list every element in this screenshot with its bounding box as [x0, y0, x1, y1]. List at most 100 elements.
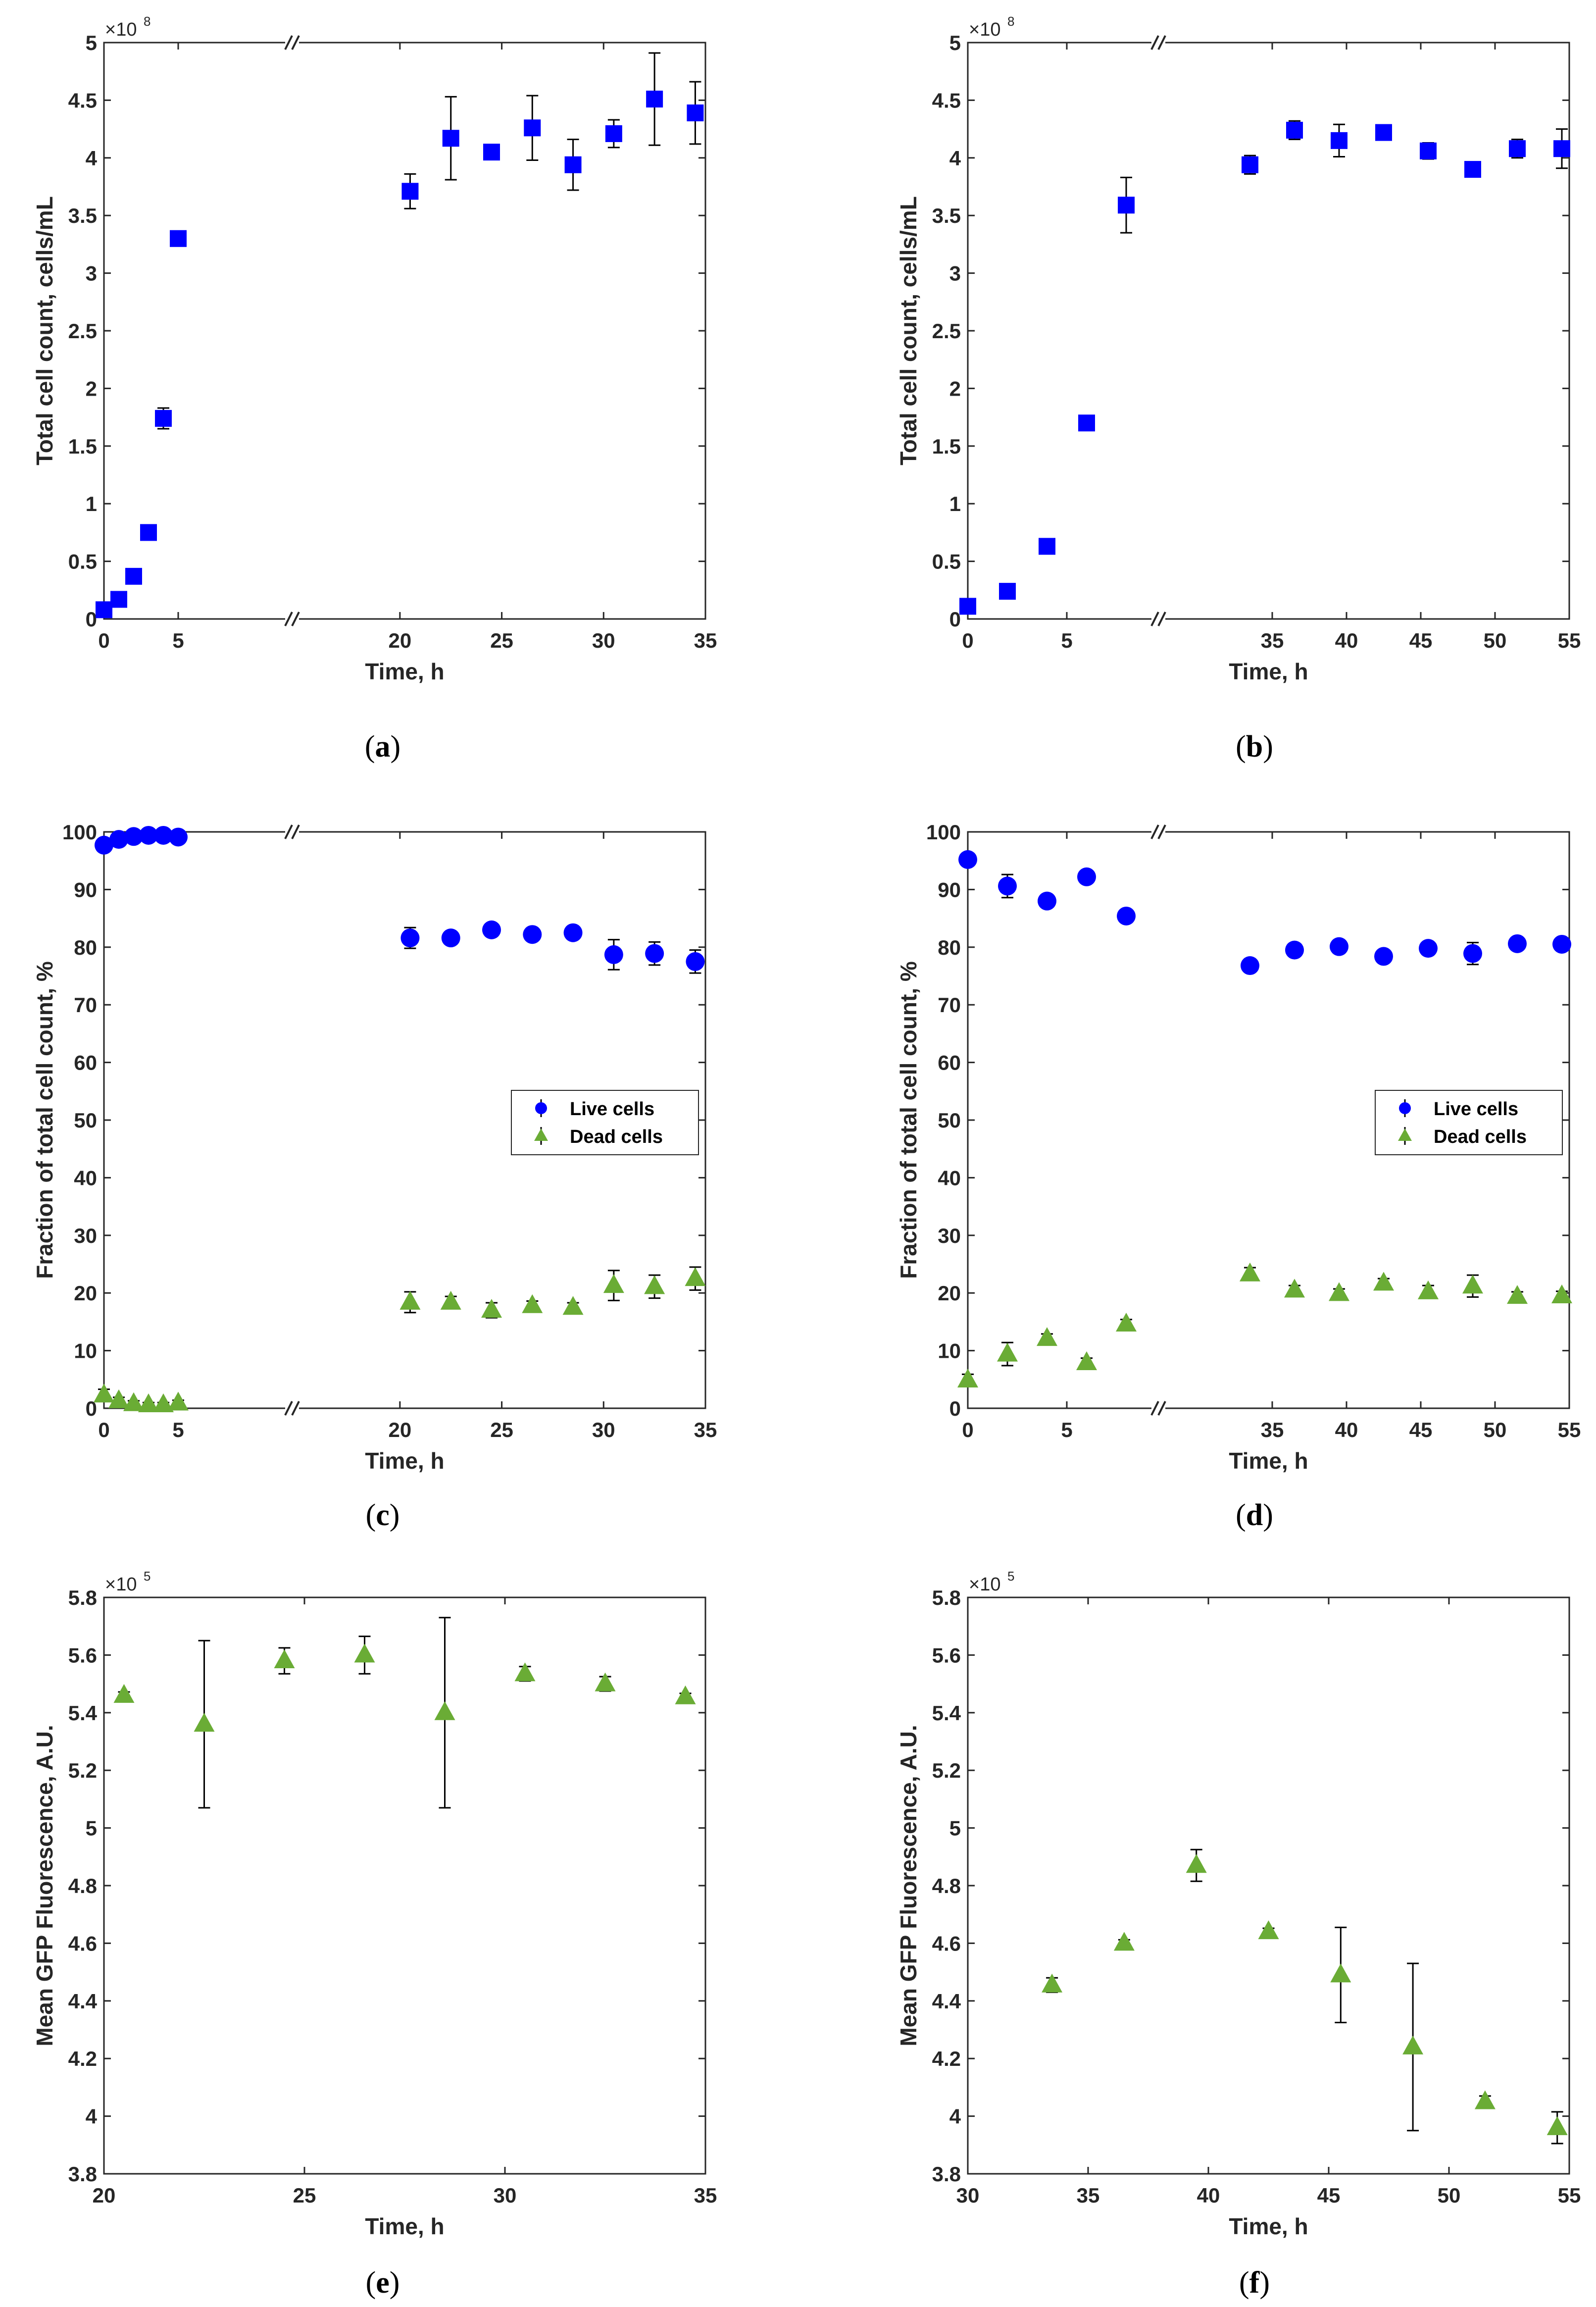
y-tick-label: 100: [926, 820, 961, 844]
data-point-triangle: [997, 1342, 1018, 1362]
plot-area: [967, 42, 1570, 620]
chart-panel-f: 3.8 4 4.2 4.4 4.6 4.8 5 5.2 5.4 5.6 5.8 30 35 40 45 50 5…: [896, 1569, 1581, 2300]
data-point-square: [1509, 140, 1526, 157]
y-exponent-power: 5: [1007, 1569, 1014, 1584]
y-tick-label: 5.4: [932, 1701, 961, 1725]
data-point-square: [110, 591, 127, 608]
legend-marker-triangle: [1398, 1128, 1412, 1141]
data-point-triangle: [1329, 1282, 1349, 1301]
x-tick-label: 0: [98, 1418, 109, 1441]
data-point-triangle: [1551, 1284, 1572, 1304]
data-point-triangle: [1284, 1279, 1305, 1298]
data-point-square: [483, 144, 500, 161]
y-tick-label: 60: [74, 1051, 97, 1075]
panel-label: (e): [366, 2266, 400, 2300]
data-point-square: [1078, 414, 1095, 432]
chart-panel-e: 3.8 4 4.2 4.4 4.6 4.8 5 5.2 5.4 5.6 5.8 20 25 30 35 Tim…: [32, 1569, 717, 2300]
data-point-triangle: [603, 1274, 624, 1293]
series-total-cells: [959, 120, 1570, 615]
y-tick-label: 20: [938, 1282, 961, 1305]
series-live-cells: [958, 850, 1571, 975]
axis-break-mark: [1157, 824, 1166, 839]
y-tick-label: 3.5: [68, 204, 97, 227]
data-point-triangle: [123, 1392, 144, 1411]
y-exponent: ×10: [969, 19, 1000, 40]
panel-label: (c): [366, 1498, 400, 1532]
data-point-triangle: [1076, 1351, 1097, 1371]
panel-label: (f): [1239, 2266, 1270, 2300]
data-point-square: [1553, 140, 1570, 157]
y-tick-label: 5.8: [932, 1586, 961, 1609]
data-point-square: [1331, 132, 1347, 149]
data-point-circle: [604, 945, 623, 964]
y-tick-label: 70: [74, 993, 97, 1017]
series-dead-cells: [957, 1262, 1572, 1387]
axis-break-mark: [284, 35, 293, 50]
data-point-square: [959, 598, 976, 615]
y-tick-label: 3: [86, 262, 97, 285]
data-point-circle: [400, 928, 420, 948]
x-tick-label: 0: [962, 629, 973, 652]
y-tick-label: 3: [949, 262, 961, 285]
data-point-square: [1242, 156, 1258, 173]
data-point-square: [564, 156, 582, 173]
panel-label: (a): [365, 730, 400, 764]
legend-label: Dead cells: [570, 1127, 663, 1147]
plot-area: [103, 42, 706, 620]
y-axis-label: Fraction of total cell count, %: [896, 961, 921, 1279]
plot-area: [967, 1596, 1570, 2175]
y-tick-label: 40: [938, 1166, 961, 1189]
y-tick-label: 2: [86, 377, 97, 400]
y-exponent-power: 8: [144, 14, 150, 29]
x-tick-label: 20: [93, 2184, 116, 2207]
axis-break-gap: [1151, 830, 1165, 834]
y-tick-label: 5: [949, 1817, 961, 1840]
data-point-triangle: [168, 1391, 189, 1411]
panel-label-text: (c): [366, 1498, 400, 1532]
data-point-triangle: [514, 1662, 536, 1682]
x-tick-label: 25: [293, 2184, 316, 2207]
data-point-square: [646, 91, 663, 108]
x-tick-label: 20: [388, 1418, 411, 1441]
y-tick-label: 2.5: [68, 319, 97, 343]
panel-label-text: (a): [365, 730, 400, 764]
data-point-circle: [1374, 947, 1393, 966]
y-tick-label: 4.5: [932, 89, 961, 112]
y-tick-label: 0.5: [68, 550, 97, 573]
data-point-triangle: [1240, 1262, 1260, 1282]
x-tick-label: 0: [98, 629, 109, 652]
axis-break-gap: [1151, 41, 1165, 45]
x-tick-label: 35: [694, 1418, 717, 1441]
data-point-square: [687, 104, 704, 122]
data-point-triangle: [685, 1267, 706, 1286]
data-point-circle: [1038, 891, 1056, 911]
data-point-triangle: [153, 1393, 174, 1413]
y-tick-label: 90: [74, 878, 97, 901]
data-point-triangle: [94, 1384, 114, 1403]
y-tick-label: 5: [949, 31, 961, 54]
y-exponent-power: 8: [1007, 14, 1014, 29]
x-tick-label: 35: [694, 2184, 717, 2207]
y-tick-label: 1.5: [68, 435, 97, 458]
axis-break-mark: [1150, 1401, 1159, 1416]
y-tick-label: 30: [938, 1224, 961, 1247]
x-axis-label: Time, h: [365, 1448, 444, 1474]
data-point-circle: [1463, 944, 1482, 963]
panel-label-letter: d: [1246, 1498, 1263, 1532]
data-point-triangle: [1462, 1275, 1483, 1294]
y-tick-label: 1.5: [932, 435, 961, 458]
legend-marker-circle: [535, 1102, 547, 1114]
data-point-circle: [139, 825, 158, 845]
axis-break-mark: [284, 1401, 293, 1416]
y-tick-label: 50: [74, 1109, 97, 1132]
data-point-circle: [482, 920, 501, 939]
y-exponent: ×10: [969, 1574, 1000, 1595]
data-point-triangle: [354, 1643, 375, 1663]
legend-marker-triangle: [534, 1128, 548, 1141]
x-tick-label: 45: [1409, 1418, 1433, 1441]
x-tick-label: 25: [490, 629, 513, 652]
data-point-triangle: [1042, 1973, 1063, 1993]
series-dead-cells: [94, 1266, 706, 1413]
axis-break-mark: [284, 824, 293, 839]
data-point-triangle: [675, 1685, 696, 1704]
